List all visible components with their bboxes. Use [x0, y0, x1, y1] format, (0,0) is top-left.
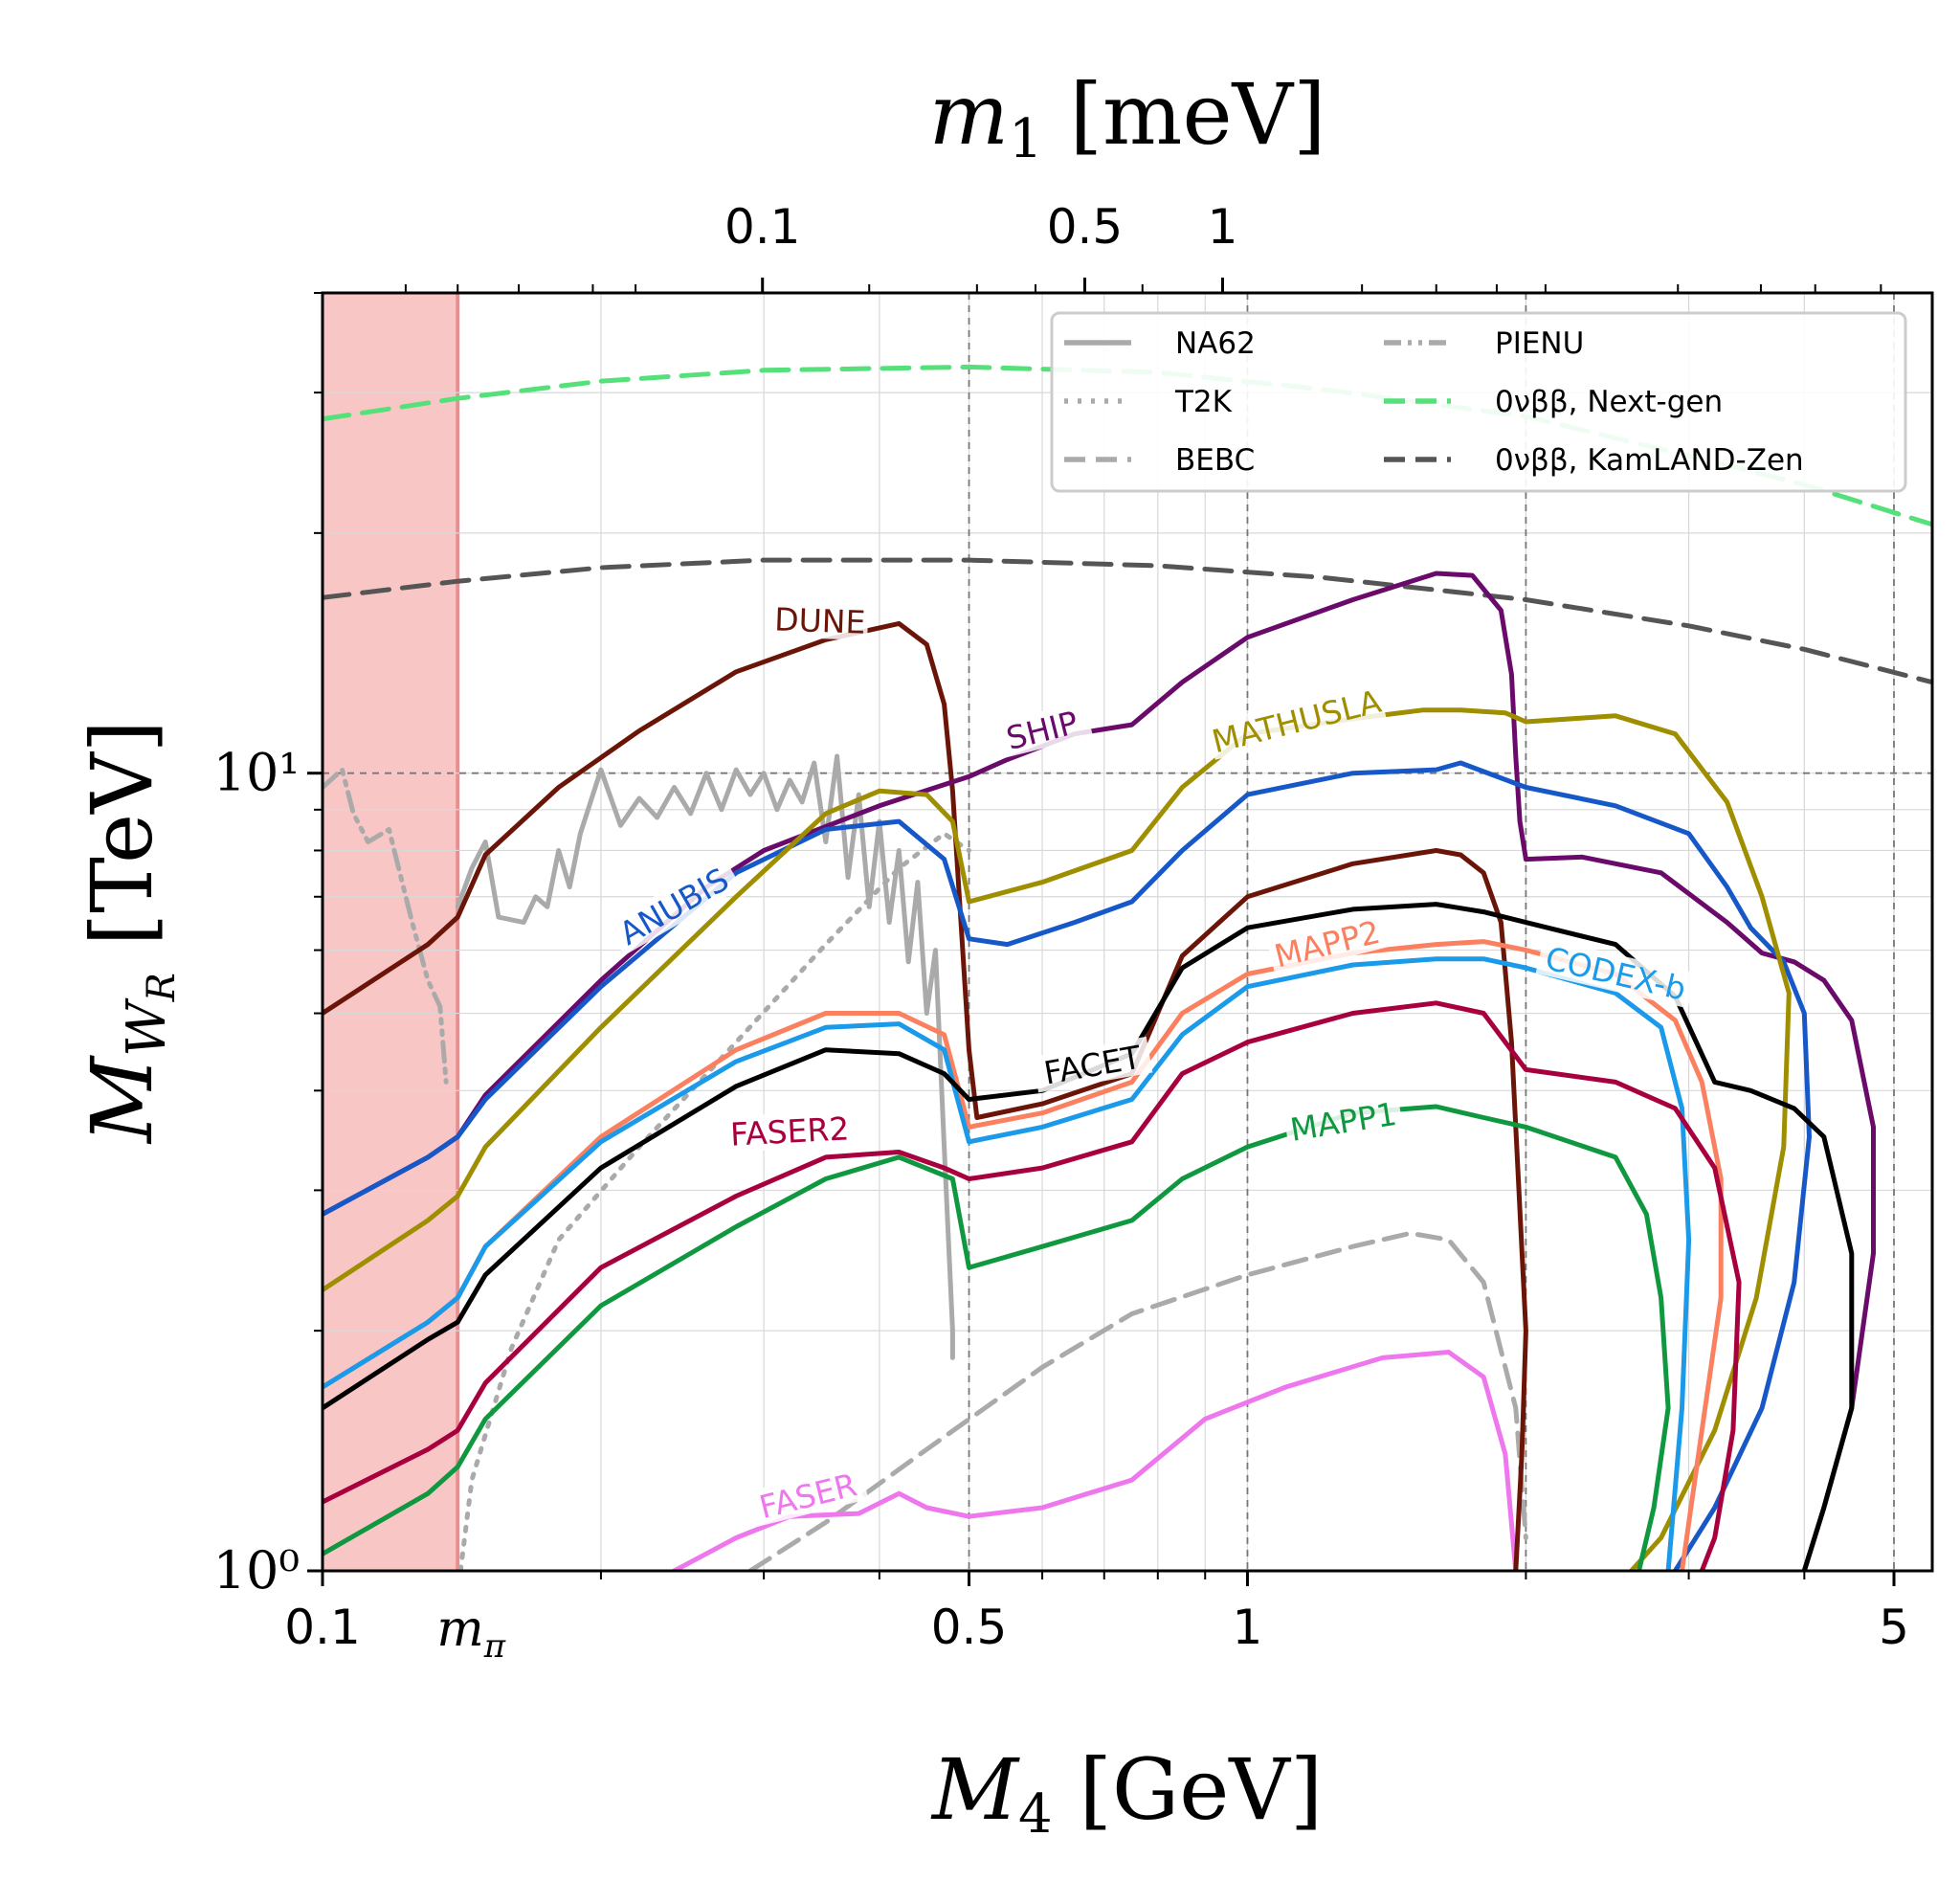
- x2-axis-title: m1 [meV]: [929, 65, 1326, 170]
- curve-label-bg: [721, 1108, 859, 1153]
- series-faser2: [323, 1000, 1742, 1571]
- series-bebc: [747, 1230, 1528, 1571]
- curve-label-dune: DUNE: [774, 600, 866, 640]
- curve-label-bg: [771, 600, 869, 640]
- series-dune: [323, 620, 1528, 1571]
- x-tick-label: 5: [1879, 1600, 1909, 1655]
- legend-label: NA62: [1175, 326, 1256, 361]
- y-tick-label: 10⁰: [213, 1540, 300, 1601]
- legend-label: BEBC: [1175, 443, 1255, 478]
- y-tick-label: 10¹: [213, 743, 300, 803]
- curve-label-bg: [991, 700, 1093, 760]
- curve-label-bg: [1535, 937, 1697, 1009]
- curve-label-faser2: FASER2: [729, 1109, 850, 1153]
- excluded-region: [323, 293, 458, 1571]
- curve-label-bg: [1282, 1094, 1404, 1149]
- series-facet: [323, 902, 1855, 1571]
- x-axis-title: M4 [GeV]: [930, 1740, 1323, 1846]
- series-ship: [323, 571, 1876, 1571]
- x-tick-label: 1: [1233, 1600, 1263, 1655]
- legend-label: PIENU: [1495, 326, 1584, 361]
- legend-entry-bebc: BEBC: [1064, 443, 1255, 478]
- legend-entry-t2k: T2K: [1064, 385, 1233, 419]
- series-codex-b: [323, 956, 1692, 1571]
- curve-label-bg: [1032, 1036, 1153, 1093]
- legend-entry-na62: NA62: [1064, 326, 1256, 361]
- legend-entry-0nubb-next-gen: 0νββ, Next-gen: [1384, 385, 1723, 419]
- legend-box: [1050, 311, 1907, 493]
- curve-label-group: DUNE: [771, 600, 869, 641]
- x-tick-label: 0.1: [284, 1600, 361, 1655]
- series-pienu: [323, 767, 449, 1085]
- x2-tick-label: 0.5: [1047, 199, 1124, 255]
- series-faser: [672, 1350, 1519, 1571]
- x2-tick-label: 0.1: [724, 199, 801, 255]
- series-0nubb-kamland-zen: [323, 557, 1932, 685]
- series-mapp1: [323, 1104, 1671, 1571]
- x2-tick-label: 1: [1208, 199, 1238, 255]
- series-mapp2: [323, 939, 1724, 1571]
- series-na62: [455, 753, 955, 1360]
- curve-label-group: FASER2: [721, 1108, 859, 1153]
- legend-label: 0νββ, Next-gen: [1495, 385, 1723, 419]
- curve-label-bg: [606, 856, 742, 956]
- curve-label-bg: [746, 1464, 869, 1528]
- legend-entry-0nubb-kamland-zen: 0νββ, KamLAND-Zen: [1384, 443, 1804, 478]
- legend-label: 0νββ, KamLAND-Zen: [1495, 443, 1804, 478]
- y-axis-title: MWR [TeV]: [73, 720, 184, 1145]
- mpi-tick-label: mπ: [436, 1601, 505, 1666]
- legend: NA62 T2K BEBC PIENU 0νββ, Next-gen 0νββ, KamL…: [1050, 311, 1907, 493]
- curve-label-bg: [1206, 682, 1387, 760]
- legend-label: T2K: [1174, 385, 1233, 419]
- plot-frame: [321, 291, 1934, 1573]
- curve-label-bg: [1266, 911, 1388, 975]
- legend-entry-pienu: PIENU: [1384, 326, 1584, 361]
- x-tick-label: 0.5: [931, 1600, 1008, 1655]
